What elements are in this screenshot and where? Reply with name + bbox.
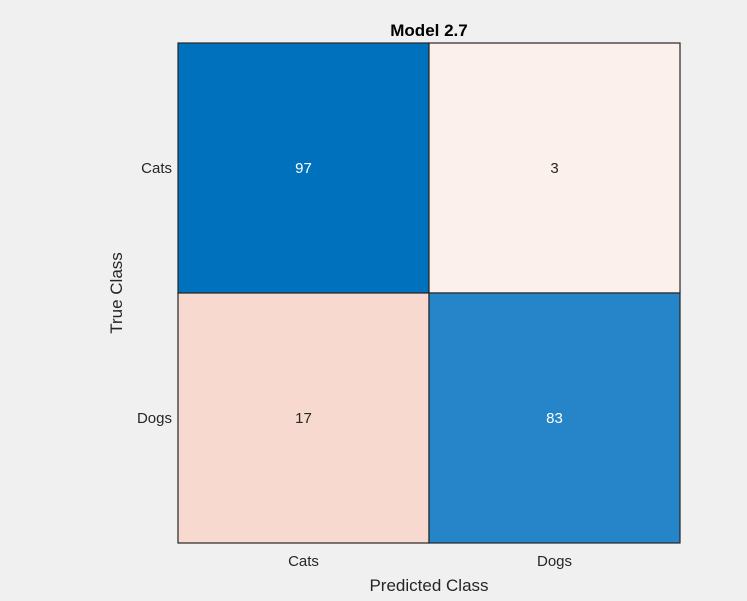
axis-ticks: Cats Dogs Cats Dogs [137,160,572,570]
matrix-cells: 97 3 17 83 [177,42,681,544]
y-tick-label: Cats [141,160,172,177]
cell-value-label: 97 [295,160,312,177]
x-tick-label: Cats [288,553,319,570]
x-tick-label: Dogs [537,553,572,570]
matrix-cell-cats-cats [177,42,430,294]
matrix-cell-dogs-cats [177,292,430,544]
y-axis-label: True Class [107,252,126,334]
y-tick-label: Dogs [137,410,172,427]
matrix-cell-cats-dogs [428,42,681,294]
matrix-cell-dogs-dogs [428,292,681,544]
x-axis-label: Predicted Class [369,576,488,595]
cell-value-label: 3 [550,160,558,177]
chart-title: Model 2.7 [390,21,467,40]
cell-value-label: 17 [295,410,312,427]
cell-value-label: 83 [546,410,563,427]
